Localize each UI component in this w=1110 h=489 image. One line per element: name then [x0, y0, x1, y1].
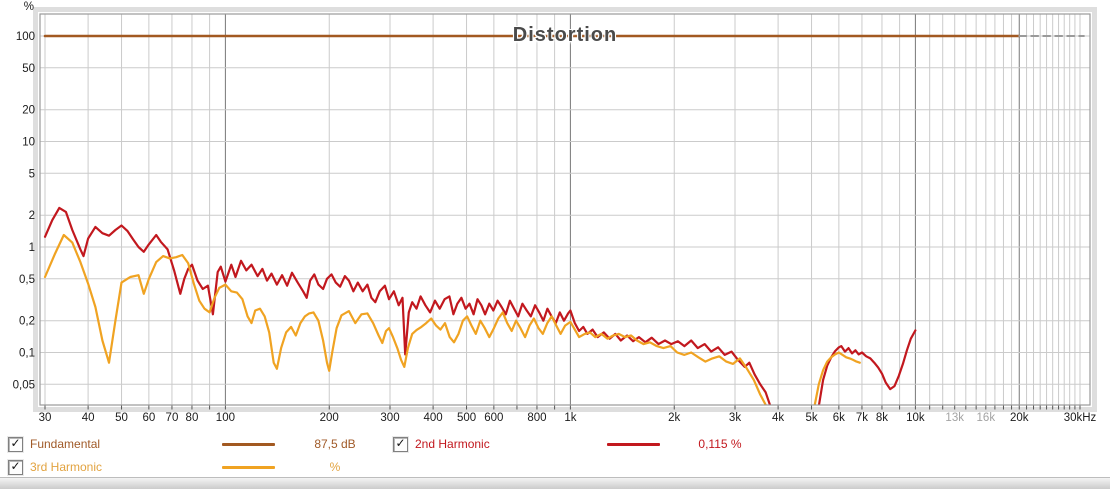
- svg-text:6k: 6k: [833, 412, 845, 424]
- svg-text:100: 100: [16, 31, 35, 43]
- series-3rd-harmonic-segment-2: [813, 351, 861, 405]
- svg-text:0,1: 0,1: [19, 348, 35, 360]
- 3rd-harmonic-value: %: [329, 460, 341, 474]
- svg-text:800: 800: [527, 412, 546, 424]
- 2nd-harmonic-line-swatch: [607, 442, 660, 446]
- series-2nd-harmonic-segment-2: [817, 329, 917, 405]
- svg-text:0,5: 0,5: [19, 274, 35, 286]
- svg-text:30kHz: 30kHz: [1064, 412, 1097, 424]
- legend-item-3rd-harmonic: ✓ 3rd Harmonic %: [8, 458, 395, 476]
- x-gridlines: [44, 14, 1081, 405]
- svg-text:5k: 5k: [805, 412, 817, 424]
- svg-text:500: 500: [457, 412, 476, 424]
- svg-text:200: 200: [320, 412, 339, 424]
- x-axis-ticks: [44, 405, 1081, 410]
- svg-text:8k: 8k: [876, 412, 888, 424]
- svg-text:10: 10: [22, 137, 35, 149]
- plot-background: [40, 14, 1090, 405]
- svg-text:13k: 13k: [945, 412, 964, 424]
- y-axis-labels: 100 50 20 10 5 2 1 0,5 0,2 0,1 0,05: [13, 31, 35, 391]
- svg-text:0,2: 0,2: [19, 316, 35, 328]
- svg-text:20k: 20k: [1010, 412, 1029, 424]
- svg-text:60: 60: [142, 412, 155, 424]
- 3rd-harmonic-checkbox[interactable]: ✓: [8, 459, 23, 475]
- 3rd-harmonic-label: 3rd Harmonic: [30, 460, 103, 474]
- fundamental-label: Fundamental: [30, 437, 101, 451]
- svg-text:10k: 10k: [906, 412, 925, 424]
- fundamental-checkbox[interactable]: ✓: [8, 436, 23, 452]
- series-curves: [43, 34, 1085, 405]
- svg-text:80: 80: [186, 412, 199, 424]
- svg-text:100: 100: [216, 412, 235, 424]
- plot-frame: [33, 7, 1097, 412]
- legend-row-1: ✓ Fundamental 87,5 dB ✓ 2nd Harmonic 0,1…: [0, 435, 1110, 455]
- svg-text:7k: 7k: [856, 412, 868, 424]
- chart-canvas: 30 40 50 60 70 80 100 200 300 400 500 600 800 1k 2k 3k 4…: [13, 1, 1097, 424]
- svg-text:40: 40: [82, 412, 95, 424]
- legend-item-2nd-harmonic: ✓ 2nd Harmonic 0,115 %: [393, 435, 780, 453]
- x-axis-labels: 30 40 50 60 70 80 100 200 300 400 500 600 800 1k 2k 3k 4…: [39, 412, 1097, 424]
- svg-text:0,05: 0,05: [13, 379, 35, 391]
- svg-text:3k: 3k: [729, 412, 741, 424]
- svg-text:16k: 16k: [977, 412, 996, 424]
- fundamental-level-value: 87,5 dB: [314, 437, 356, 451]
- svg-text:70: 70: [166, 412, 179, 424]
- svg-text:400: 400: [424, 412, 443, 424]
- svg-text:50: 50: [22, 63, 35, 75]
- svg-text:2k: 2k: [668, 412, 680, 424]
- 2nd-harmonic-checkbox[interactable]: ✓: [393, 436, 408, 452]
- svg-text:2: 2: [29, 210, 35, 222]
- svg-text:4k: 4k: [772, 412, 784, 424]
- svg-text:1k: 1k: [564, 412, 576, 424]
- plot-border: [39, 13, 1091, 406]
- svg-text:50: 50: [115, 412, 128, 424]
- svg-text:20: 20: [22, 105, 35, 117]
- 3rd-harmonic-line-swatch: [222, 465, 275, 469]
- series-3rd-harmonic: [43, 233, 768, 405]
- svg-text:30: 30: [39, 412, 52, 424]
- svg-text:1: 1: [29, 242, 35, 254]
- svg-text:300: 300: [380, 412, 399, 424]
- 2nd-harmonic-value: 0,115 %: [698, 437, 742, 451]
- bottom-panel-strip: [0, 477, 1110, 489]
- svg-text:600: 600: [484, 412, 503, 424]
- y-axis-unit-label: %: [24, 1, 34, 13]
- svg-text:5: 5: [29, 168, 35, 180]
- fundamental-line-swatch: [222, 442, 275, 446]
- legend-row-2: ✓ 3rd Harmonic %: [0, 458, 1110, 478]
- legend-item-fundamental: ✓ Fundamental 87,5 dB: [8, 435, 395, 453]
- 2nd-harmonic-label: 2nd Harmonic: [415, 437, 490, 451]
